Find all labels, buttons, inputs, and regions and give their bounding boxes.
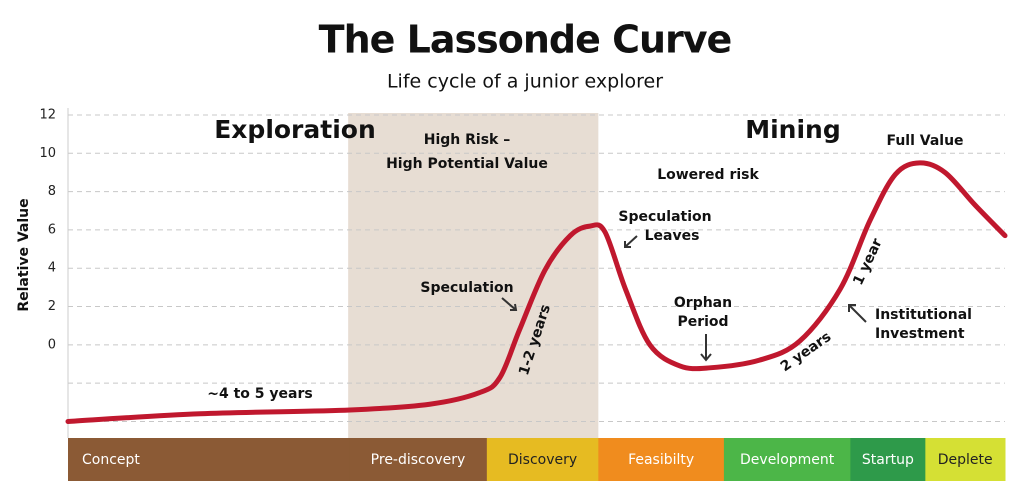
- annotation: Investment: [875, 326, 965, 342]
- chart-subtitle: Life cycle of a junior explorer: [387, 71, 663, 93]
- shaded-region: [348, 113, 599, 438]
- arrow: [624, 235, 638, 248]
- annotation: Full Value: [886, 133, 963, 149]
- annotation: Orphan: [674, 295, 732, 311]
- stage-label: Feasibilty: [628, 452, 694, 468]
- y-tick-label: 10: [39, 146, 56, 161]
- annotation: Speculation: [420, 280, 513, 296]
- y-tick-label: 0: [48, 337, 56, 352]
- annotation: Lowered risk: [657, 167, 759, 183]
- stage-bar: [486, 438, 599, 481]
- y-axis-label: Relative Value: [16, 198, 32, 311]
- arrow: [501, 297, 518, 311]
- annotation: Period: [677, 314, 728, 330]
- annotation: High Potential Value: [386, 156, 548, 172]
- curve-line: [65, 160, 1008, 424]
- stage-bar: [850, 438, 926, 481]
- y-tick-label: 6: [48, 222, 56, 237]
- stage-label: Startup: [862, 452, 914, 468]
- stage-bar: [598, 438, 725, 481]
- chart-title: The Lassonde Curve: [319, 18, 732, 62]
- stage-label: Development: [740, 452, 835, 468]
- annotation: Speculation: [618, 209, 711, 225]
- arrow: [848, 304, 867, 323]
- stage-bar: [68, 438, 350, 481]
- arrow: [700, 334, 712, 362]
- y-tick-label: 12: [39, 108, 56, 123]
- background-layer: 0 2 4 6 8 10 12: [39, 108, 1005, 438]
- plot-layer: Concept Pre-discovery Discovery Feasibilty D…: [65, 160, 1008, 481]
- stage-bar: [925, 438, 1006, 481]
- stage-label: Pre-discovery: [371, 452, 466, 468]
- y-tick-label: 8: [48, 184, 56, 199]
- y-tick-label: 2: [48, 299, 56, 314]
- stage-label: Discovery: [508, 452, 577, 468]
- phase-label: Mining: [745, 115, 841, 144]
- stage-bar: [349, 438, 488, 481]
- phase-label: Exploration: [214, 115, 376, 144]
- stage-label: Concept: [82, 452, 140, 468]
- annotation: Institutional: [875, 307, 972, 323]
- y-tick-label: 4: [48, 261, 56, 276]
- annotation: High Risk –: [424, 132, 510, 148]
- stage-bar: [723, 438, 851, 481]
- annotation: ~4 to 5 years: [207, 386, 312, 402]
- stage-label: Deplete: [938, 452, 993, 468]
- annotation: Leaves: [645, 228, 700, 244]
